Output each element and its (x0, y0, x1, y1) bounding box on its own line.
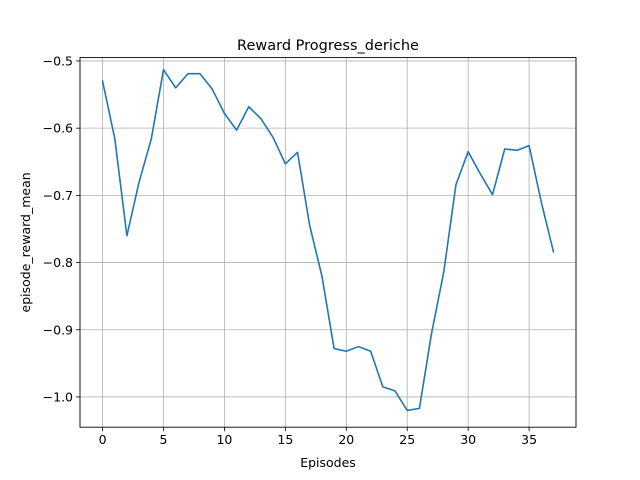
y-tick-label: −1.0 (43, 389, 73, 404)
chart-title: Reward Progress_deriche (237, 38, 419, 54)
grid (80, 57, 576, 428)
x-axis-label: Episodes (300, 455, 356, 470)
y-tick-label: −0.9 (43, 322, 73, 337)
y-tick-label: −0.5 (43, 53, 73, 68)
plot-frame (79, 57, 577, 428)
y-axis-label: episode_reward_mean (18, 172, 33, 312)
axis-ticks: 0 5 10 15 20 25 30 35 −0.5 −0.6 −0.7 −0.8 −0.9 −1.0 (43, 53, 537, 447)
x-tick-label: 10 (216, 432, 232, 447)
series-layer (101, 68, 555, 412)
x-tick-label: 25 (399, 432, 415, 447)
y-tick-label: −0.6 (43, 121, 73, 136)
series-line (101, 68, 555, 412)
x-tick-label: 5 (160, 432, 168, 447)
x-tick-label: 0 (99, 432, 107, 447)
x-tick-label: 35 (521, 432, 537, 447)
x-tick-label: 20 (338, 432, 354, 447)
y-tick-label: −0.8 (43, 255, 73, 270)
y-tick-label: −0.7 (43, 188, 73, 203)
x-tick-label: 30 (460, 432, 476, 447)
x-tick-label: 15 (277, 432, 293, 447)
